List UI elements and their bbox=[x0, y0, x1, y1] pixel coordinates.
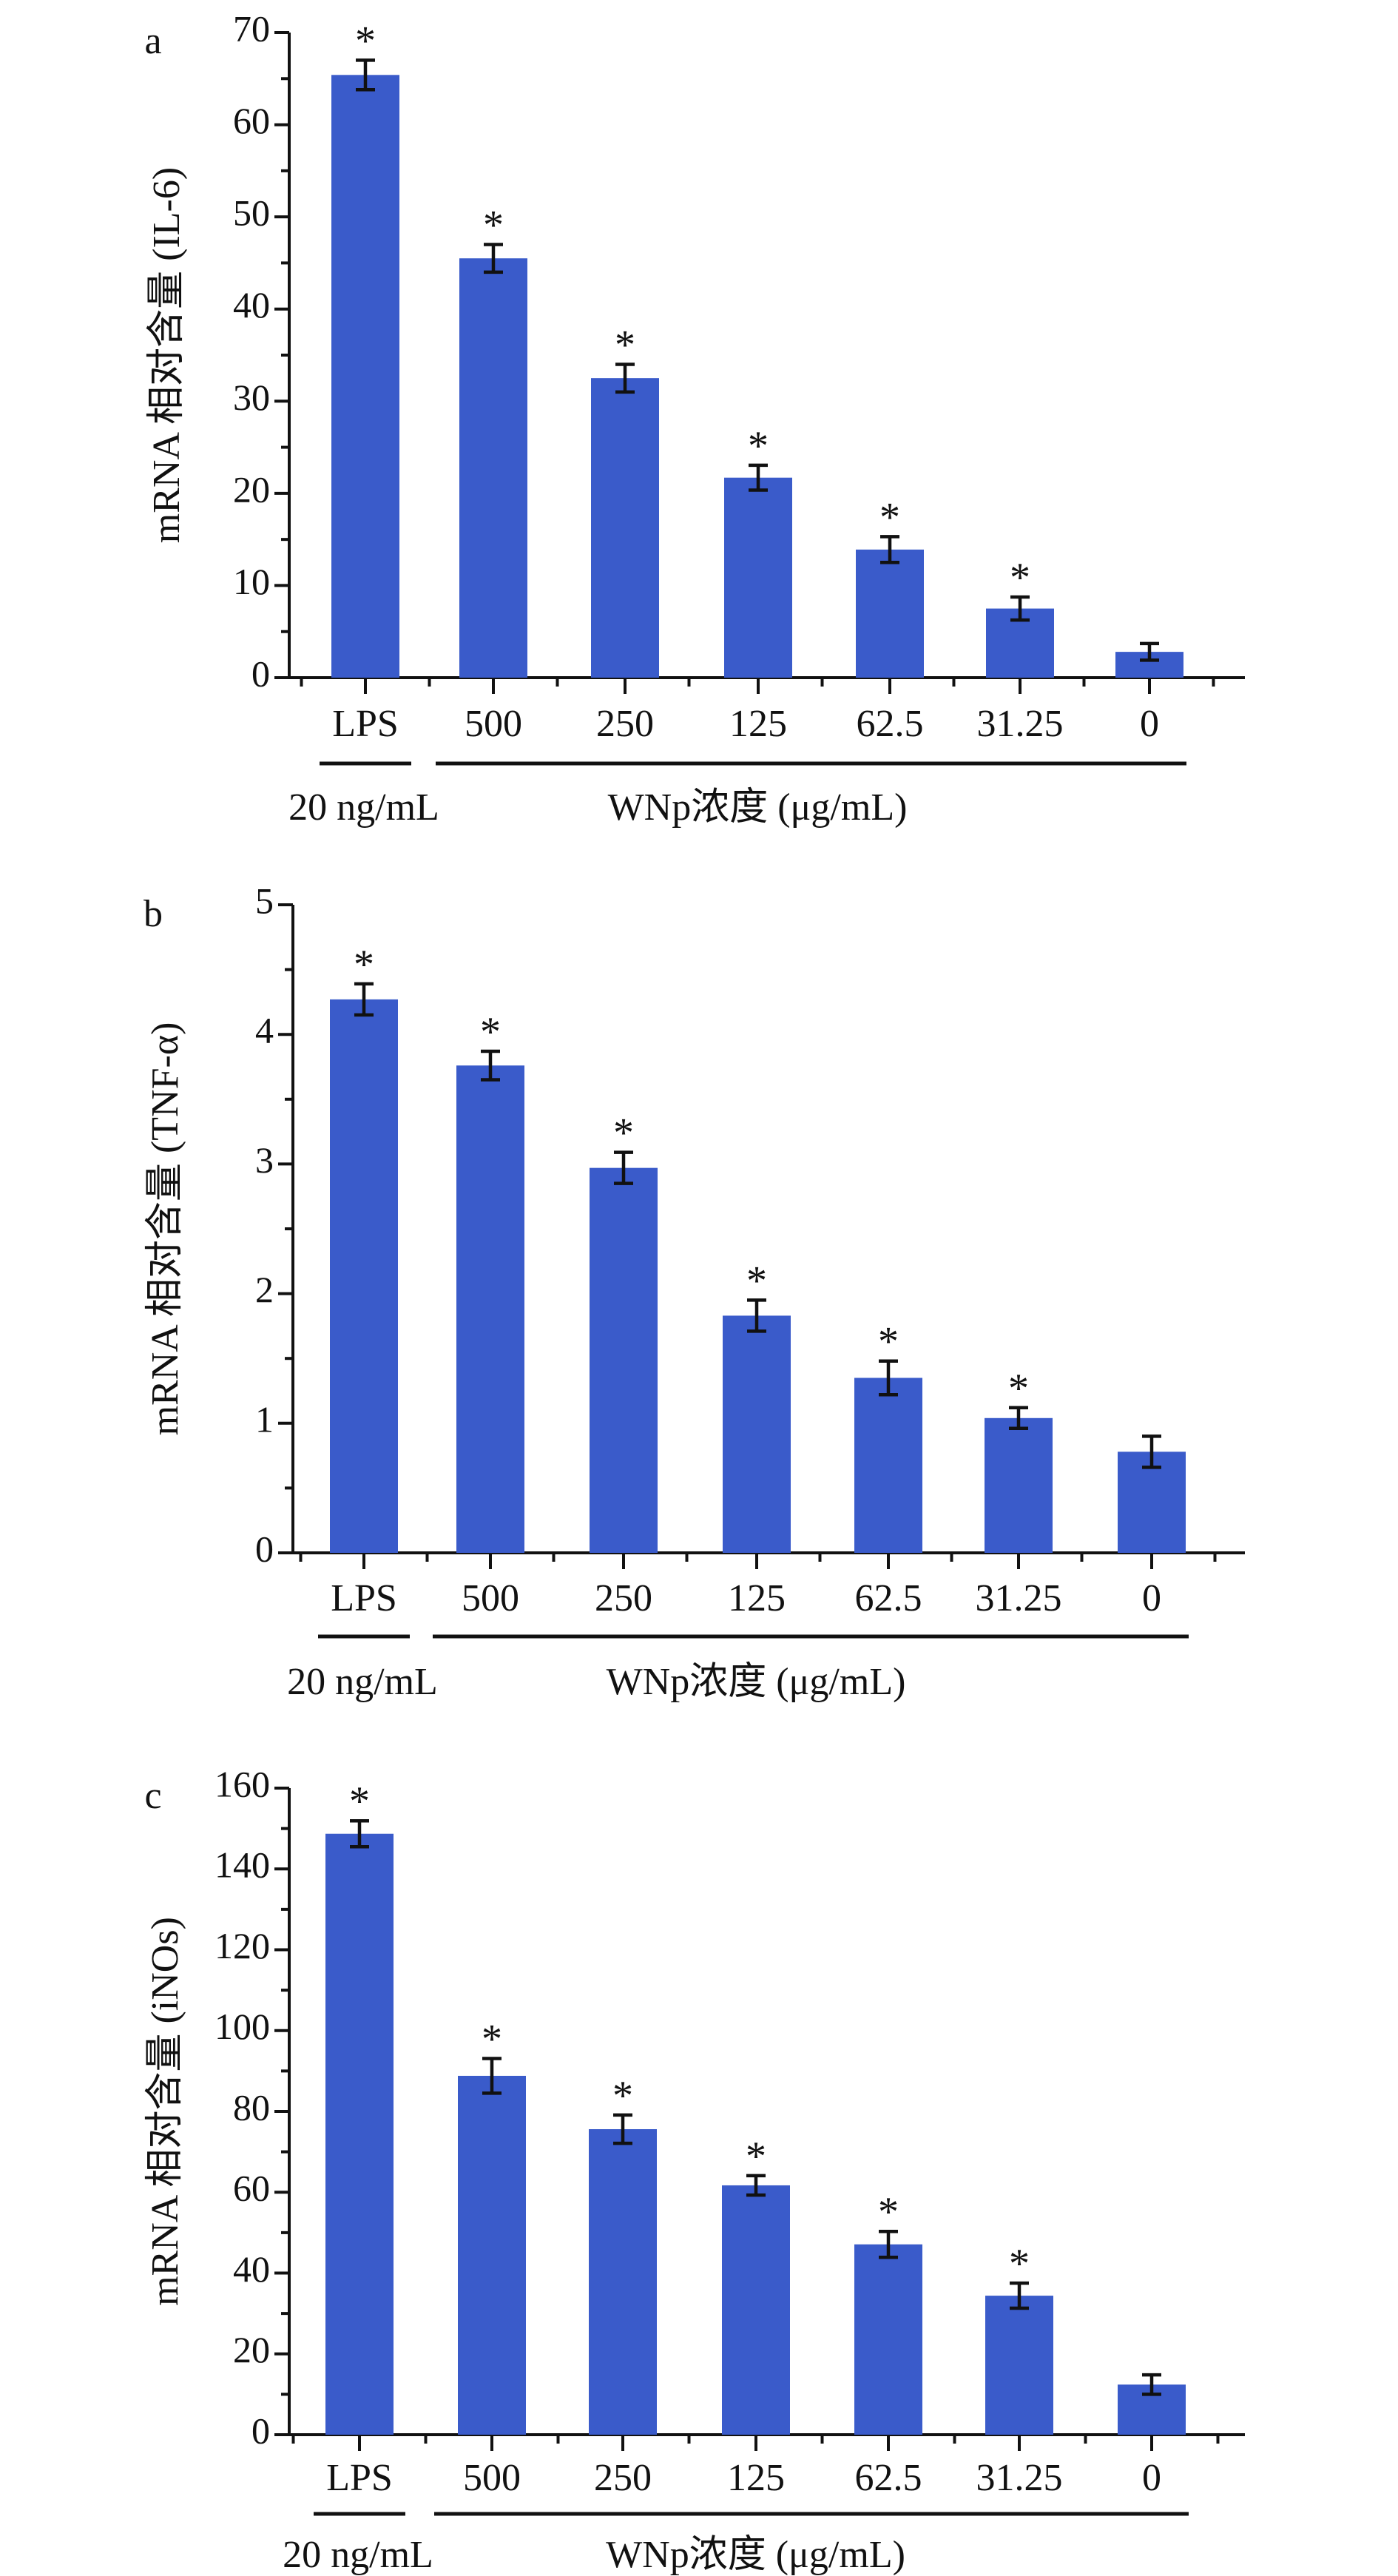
y-tick-label: 160 bbox=[215, 1763, 270, 1804]
y-tick-label: 70 bbox=[233, 7, 270, 49]
significance-marker: * bbox=[483, 203, 504, 249]
lps-group-label: 20 ng/mL bbox=[283, 2534, 433, 2576]
bar-500 bbox=[456, 1065, 524, 1553]
x-tick-label: 250 bbox=[594, 2457, 652, 2499]
wnp-group-label: WNp浓度 (μg/mL) bbox=[606, 2534, 905, 2576]
significance-marker: * bbox=[1010, 555, 1030, 601]
x-tick-label: 250 bbox=[595, 1577, 652, 1619]
bar-250 bbox=[589, 2129, 657, 2435]
y-axis-label: mRNA 相对含量 (IL-6) bbox=[146, 167, 188, 543]
y-tick-label: 3 bbox=[255, 1139, 274, 1181]
significance-marker: * bbox=[746, 1258, 767, 1304]
y-tick-label: 2 bbox=[255, 1269, 274, 1310]
significance-marker: * bbox=[1009, 2241, 1030, 2287]
bar-LPS bbox=[325, 1833, 394, 2435]
y-tick-label: 80 bbox=[233, 2086, 270, 2128]
y-tick-label: 30 bbox=[233, 377, 270, 418]
y-tick-label: 1 bbox=[255, 1398, 274, 1440]
lps-group-label: 20 ng/mL bbox=[287, 1661, 438, 1703]
x-tick-label: 0 bbox=[1140, 703, 1159, 745]
bar-500 bbox=[458, 2075, 526, 2435]
y-tick-label: 120 bbox=[215, 1925, 270, 1966]
bar-250 bbox=[591, 378, 659, 678]
x-tick-label: 500 bbox=[463, 2457, 521, 2499]
y-tick-label: 20 bbox=[233, 468, 270, 510]
x-tick-label: 125 bbox=[727, 2457, 785, 2499]
significance-marker: * bbox=[615, 322, 635, 368]
x-tick-label: 62.5 bbox=[855, 2457, 922, 2499]
x-tick-label: 0 bbox=[1142, 2457, 1161, 2499]
y-tick-label: 40 bbox=[233, 2248, 270, 2290]
panel-c-inos-chart: c 0 20 40 60 80 100 120 140 160 mRNA 相对含量 (iNOs) * L… bbox=[144, 1763, 1245, 2576]
significance-marker: * bbox=[482, 2016, 502, 2062]
significance-marker: * bbox=[354, 942, 374, 988]
x-tick-label: 31.25 bbox=[976, 2457, 1063, 2499]
panel-a-il6-chart: a 0 10 20 30 40 50 60 70 mRNA 相对含量 (IL-6) * LPS * 500… bbox=[144, 7, 1245, 829]
wnp-group-label: WNp浓度 (μg/mL) bbox=[608, 786, 908, 829]
bar-LPS bbox=[331, 75, 399, 678]
y-tick-label: 20 bbox=[233, 2329, 270, 2370]
x-tick-label: 125 bbox=[729, 703, 787, 745]
y-tick-label: 10 bbox=[233, 561, 270, 602]
x-tick-label: 250 bbox=[596, 703, 654, 745]
x-tick-label: 500 bbox=[465, 703, 522, 745]
significance-marker: * bbox=[349, 1778, 370, 1824]
y-tick-label: 0 bbox=[251, 653, 270, 694]
x-tick-label: 125 bbox=[728, 1577, 786, 1619]
x-tick-label: 62.5 bbox=[855, 1577, 922, 1619]
bar-62-5 bbox=[854, 2244, 922, 2435]
panel-letter: c bbox=[144, 1775, 161, 1817]
significance-marker: * bbox=[746, 2134, 766, 2179]
x-tick-label: LPS bbox=[331, 1577, 397, 1619]
bar-125 bbox=[723, 1315, 791, 1553]
x-tick-label: 0 bbox=[1142, 1577, 1161, 1619]
significance-marker: * bbox=[748, 423, 769, 469]
x-tick-label: 31.25 bbox=[977, 703, 1064, 745]
y-tick-label: 140 bbox=[215, 1844, 270, 1886]
x-tick-label: LPS bbox=[332, 703, 399, 745]
bar-62-5 bbox=[854, 1378, 922, 1553]
bar-125 bbox=[724, 477, 792, 678]
bar-125 bbox=[722, 2185, 790, 2435]
y-axis-label: mRNA 相对含量 (TNF-α) bbox=[144, 1022, 186, 1436]
bar-500 bbox=[459, 258, 527, 678]
significance-marker: * bbox=[1008, 1366, 1029, 1412]
significance-marker: * bbox=[355, 18, 376, 64]
significance-marker: * bbox=[480, 1009, 501, 1055]
y-tick-label: 60 bbox=[233, 2168, 270, 2209]
lps-group-label: 20 ng/mL bbox=[288, 786, 439, 829]
y-tick-label: 60 bbox=[233, 100, 270, 141]
y-tick-label: 5 bbox=[255, 880, 274, 921]
significance-marker: * bbox=[878, 2189, 899, 2235]
y-tick-label: 0 bbox=[255, 1528, 274, 1569]
y-tick-label: 4 bbox=[255, 1010, 274, 1051]
significance-marker: * bbox=[878, 1319, 899, 1365]
panel-b-tnf-alpha-chart: b 0 1 2 3 4 5 mRNA 相对含量 (TNF-α) * LPS * 500 * 250 * 125… bbox=[143, 880, 1245, 1703]
significance-marker: * bbox=[613, 1110, 634, 1156]
panel-letter: b bbox=[143, 893, 163, 935]
panel-letter: a bbox=[144, 20, 161, 62]
x-tick-label: 62.5 bbox=[857, 703, 924, 745]
bar-31-25 bbox=[985, 1417, 1053, 1553]
y-tick-label: 50 bbox=[233, 192, 270, 234]
wnp-group-label: WNp浓度 (μg/mL) bbox=[607, 1661, 906, 1703]
y-tick-label: 0 bbox=[251, 2410, 270, 2451]
significance-marker: * bbox=[612, 2073, 633, 2119]
bar-62-5 bbox=[856, 549, 924, 678]
bar-250 bbox=[590, 1167, 658, 1553]
y-axis-label: mRNA 相对含量 (iNOs) bbox=[144, 1917, 186, 2306]
x-tick-label: 31.25 bbox=[976, 1577, 1062, 1619]
bar-LPS bbox=[330, 999, 398, 1553]
x-tick-label: 500 bbox=[462, 1577, 519, 1619]
bar-31-25 bbox=[985, 2296, 1053, 2435]
y-tick-label: 100 bbox=[215, 2006, 270, 2047]
y-tick-label: 40 bbox=[233, 284, 270, 326]
x-tick-label: LPS bbox=[326, 2457, 393, 2499]
significance-marker: * bbox=[879, 494, 900, 540]
